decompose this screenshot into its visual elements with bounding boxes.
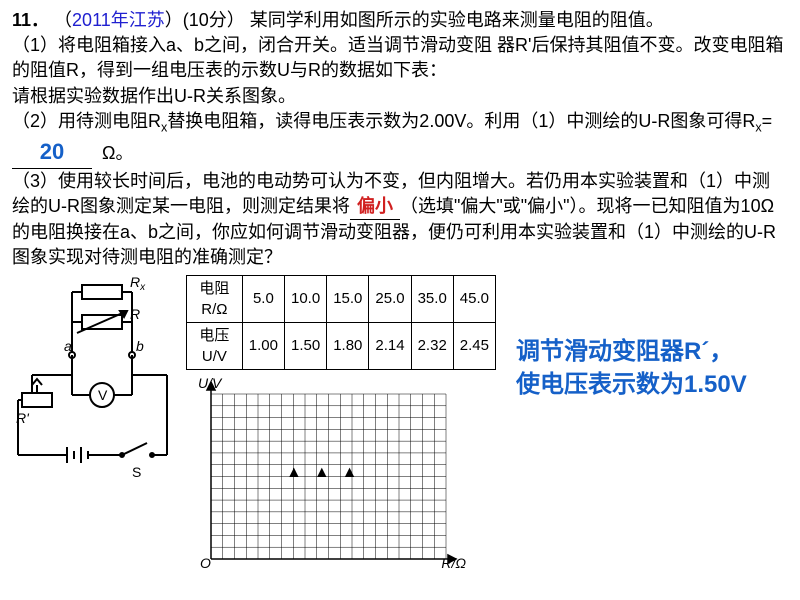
- label-v: V: [98, 387, 108, 403]
- cell: 45.0: [453, 275, 495, 322]
- part2-unit: Ω。: [102, 143, 133, 163]
- row1-header: 电阻 R/Ω: [187, 275, 243, 322]
- cell: 1.50: [284, 322, 326, 369]
- cell: 1.80: [327, 322, 369, 369]
- table-row: 电阻 R/Ω 5.0 10.0 15.0 25.0 35.0 45.0: [187, 275, 496, 322]
- year-tag: 2011年江苏: [72, 10, 165, 30]
- y-axis-label: U/V: [198, 374, 221, 394]
- label-r: R: [130, 306, 140, 322]
- part3-answer: 偏小: [357, 196, 393, 216]
- cell: 25.0: [369, 275, 411, 322]
- answer-line2: 使电压表示数为1.50V: [516, 368, 788, 402]
- cell: 2.45: [453, 322, 495, 369]
- year-prefix: （: [54, 10, 72, 30]
- question-number: 11．: [12, 10, 49, 30]
- part2-answer: 20: [40, 139, 64, 164]
- circuit-svg: Rx R a b V R' S: [12, 275, 182, 495]
- cell: 35.0: [411, 275, 453, 322]
- part2-c: =: [762, 111, 773, 131]
- cell: 5.0: [242, 275, 284, 322]
- part1-a: （1）将电阻箱接入a、b之间，闭合开关。适当调节滑动变阻 器R'后保持其阻值不变…: [12, 35, 783, 80]
- stem: 某同学利用如图所示的实验电路来测量电阻的阻值。: [250, 10, 664, 30]
- label-s: S: [132, 464, 141, 480]
- answer-line1: 调节滑动变阻器R´，: [516, 335, 788, 369]
- cell: 15.0: [327, 275, 369, 322]
- label-rprime: R': [16, 410, 30, 426]
- circuit-diagram: Rx R a b V R' S: [12, 275, 182, 502]
- cell: 10.0: [284, 275, 326, 322]
- data-markers: ▲▲▲: [286, 462, 370, 484]
- label-a: a: [64, 338, 72, 354]
- question-block: 11． （2011年江苏）(10分） 某同学利用如图所示的实验电路来测量电阻的阻…: [12, 8, 788, 271]
- ur-graph: U/V R/Ω O ▲▲▲: [186, 374, 466, 574]
- answer-callout: 调节滑动变阻器R´， 使电压表示数为1.50V: [496, 275, 788, 402]
- cell: 2.14: [369, 322, 411, 369]
- part2-b: 替换电阻箱，读得电压表示数为2.00V。利用（1）中测绘的U-R图象可得R: [167, 111, 755, 131]
- cell: 1.00: [242, 322, 284, 369]
- data-table: 电阻 R/Ω 5.0 10.0 15.0 25.0 35.0 45.0 电压 U…: [186, 275, 496, 370]
- part2-a: （2）用待测电阻R: [12, 111, 161, 131]
- row2-header: 电压 U/V: [187, 322, 243, 369]
- label-b: b: [136, 338, 144, 354]
- mid-column: 电阻 R/Ω 5.0 10.0 15.0 25.0 35.0 45.0 电压 U…: [186, 275, 496, 574]
- part1-b: 请根据实验数据作出U-R关系图象。: [12, 86, 296, 106]
- year-suffix: ）(10分）: [165, 10, 245, 30]
- cell: 2.32: [411, 322, 453, 369]
- label-rx: Rx: [130, 275, 146, 293]
- x-axis-label: R/Ω: [441, 554, 466, 574]
- origin-label: O: [200, 554, 211, 574]
- table-row: 电压 U/V 1.00 1.50 1.80 2.14 2.32 2.45: [187, 322, 496, 369]
- lower-section: Rx R a b V R' S 电阻 R/Ω 5.0 10.0 15.0 25.…: [12, 275, 788, 574]
